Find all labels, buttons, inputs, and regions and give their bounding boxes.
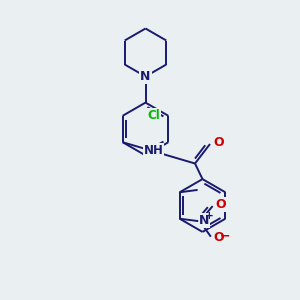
Text: Cl: Cl (147, 109, 160, 122)
Text: N: N (199, 214, 209, 227)
Text: O: O (213, 231, 224, 244)
Text: O: O (216, 198, 226, 212)
Text: NH: NH (143, 144, 164, 157)
Text: −: − (220, 229, 230, 242)
Text: +: + (205, 211, 214, 221)
Text: O: O (214, 136, 224, 149)
Text: N: N (140, 70, 151, 83)
